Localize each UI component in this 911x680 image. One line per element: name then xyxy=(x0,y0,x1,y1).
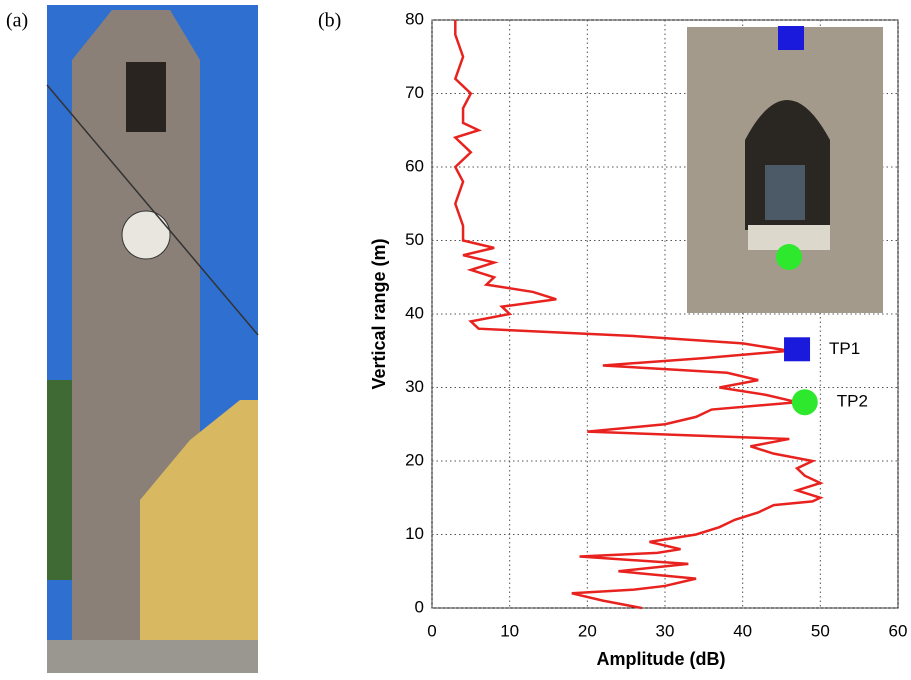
x-tick-label: 10 xyxy=(500,621,519,640)
tower-photo xyxy=(46,5,259,673)
y-tick-label: 40 xyxy=(405,303,424,322)
x-tick-label: 30 xyxy=(656,621,675,640)
annotation-label: TP1 xyxy=(829,339,860,358)
x-tick-label: 40 xyxy=(733,621,752,640)
y-tick-label: 60 xyxy=(405,156,424,175)
profile-line xyxy=(452,20,824,610)
y-tick-label: 20 xyxy=(405,450,424,469)
panel-label: (b) xyxy=(318,10,341,32)
x-tick-label: 50 xyxy=(811,621,830,640)
inset-photo xyxy=(687,26,883,313)
y-tick-label: 0 xyxy=(415,597,424,616)
x-axis-label: Amplitude (dB) xyxy=(597,649,726,669)
annotation-label: TP2 xyxy=(837,392,868,411)
panel-label: (a) xyxy=(6,10,28,32)
annotation-marker xyxy=(791,389,818,416)
y-tick-label: 80 xyxy=(405,9,424,28)
annotation-marker xyxy=(784,337,811,362)
x-tick-label: 20 xyxy=(578,621,597,640)
y-tick-label: 70 xyxy=(405,83,424,102)
y-tick-label: 50 xyxy=(405,230,424,249)
y-tick-label: 10 xyxy=(405,524,424,543)
y-axis-label: Vertical range (m) xyxy=(369,238,389,389)
x-tick-label: 60 xyxy=(889,621,908,640)
y-tick-label: 30 xyxy=(405,377,424,396)
x-tick-label: 0 xyxy=(427,621,436,640)
